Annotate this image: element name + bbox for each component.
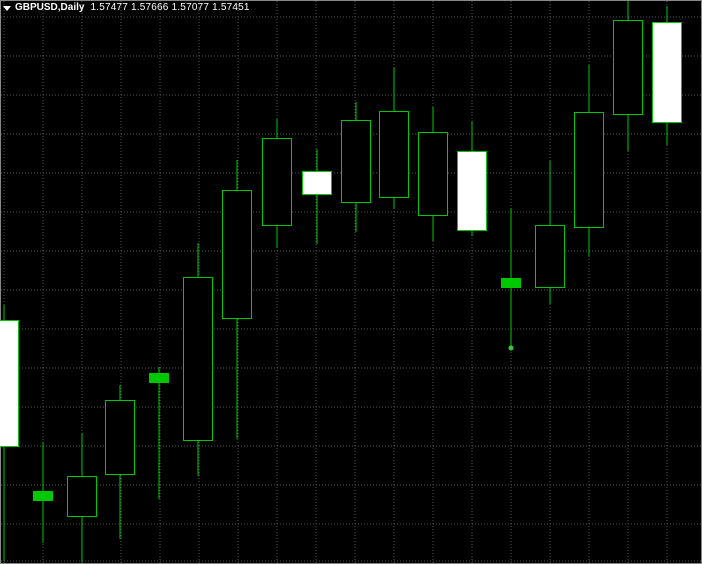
candle-body — [33, 491, 53, 501]
chart-title-bar: GBPUSD,Daily 1.57477 1.57666 1.57077 1.5… — [1, 1, 701, 15]
candle-body — [105, 400, 135, 475]
ohlc-high: 1.57666 — [131, 2, 169, 13]
candle-body — [341, 120, 371, 203]
candle-body — [222, 190, 252, 319]
candle-body — [501, 278, 521, 288]
candle-body — [149, 373, 169, 383]
ohlc-readout: 1.57477 1.57666 1.57077 1.57451 — [90, 2, 249, 14]
ohlc-open: 1.57477 — [90, 2, 128, 13]
candles-layer — [1, 1, 701, 563]
ohlc-close: 1.57451 — [212, 2, 250, 13]
candle-body — [262, 138, 292, 226]
chart-frame[interactable]: GBPUSD,Daily 1.57477 1.57666 1.57077 1.5… — [0, 0, 702, 564]
candle-body — [574, 112, 604, 228]
candle-body — [457, 151, 487, 231]
candle-body — [0, 320, 19, 447]
dropdown-triangle-icon[interactable] — [3, 6, 11, 11]
candle-body — [379, 111, 409, 198]
candle-body — [418, 132, 448, 216]
signal-marker-dot — [509, 346, 514, 351]
candle-body — [613, 20, 643, 115]
candle-wick — [159, 367, 160, 499]
candle-body — [183, 277, 213, 441]
candle-body — [652, 22, 682, 123]
candle-body — [302, 171, 332, 195]
ohlc-low: 1.57077 — [172, 2, 210, 13]
candle-wick — [317, 149, 318, 244]
candle-body — [67, 476, 97, 517]
candle-body — [535, 225, 565, 288]
symbol-label: GBPUSD,Daily — [15, 2, 84, 14]
